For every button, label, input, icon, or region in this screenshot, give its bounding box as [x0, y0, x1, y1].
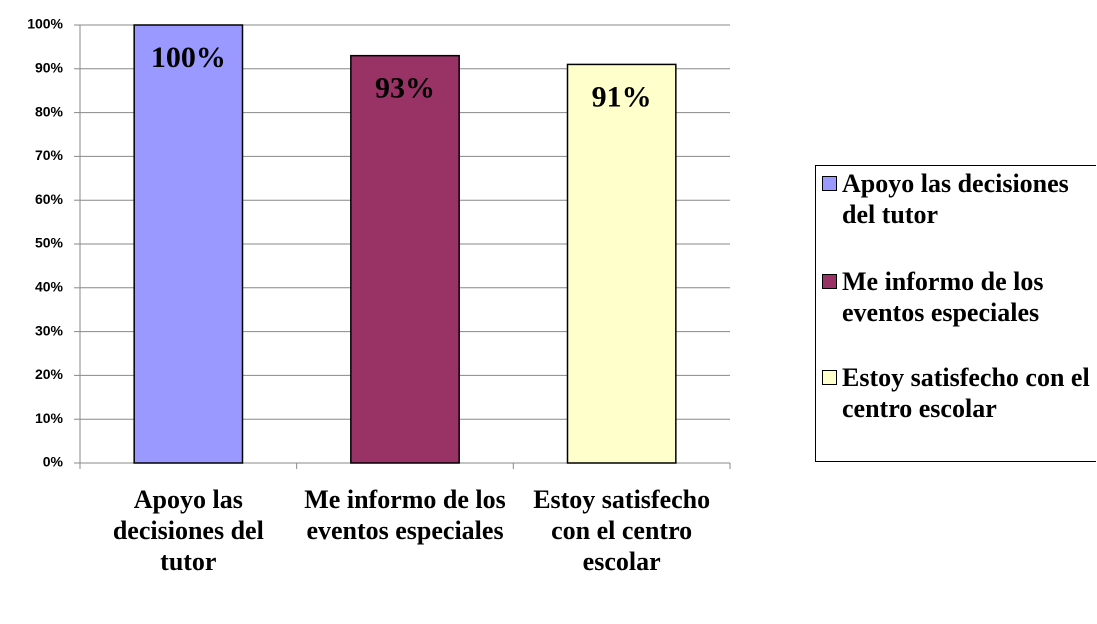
- legend-swatch: [822, 370, 837, 385]
- bar: [133, 24, 244, 464]
- y-tick-label: 80%: [35, 103, 64, 119]
- bar: [350, 54, 460, 464]
- y-tick-label: 60%: [35, 191, 64, 207]
- y-tick-label: 100%: [27, 16, 63, 32]
- bar: [566, 63, 677, 464]
- legend-swatch: [822, 274, 837, 289]
- y-tick-label: 0%: [43, 454, 64, 470]
- value-label: 100%: [151, 41, 226, 74]
- y-tick-label: 50%: [35, 235, 64, 251]
- value-label: 91%: [592, 80, 652, 113]
- value-label: 93%: [375, 72, 435, 105]
- legend-swatch: [822, 176, 837, 191]
- legend-label: Me informo de los eventos especiales: [842, 267, 1044, 327]
- legend-label: Estoy satisfecho con el centro escolar: [842, 363, 1090, 423]
- legend: Apoyo las decisiones del tutor Me informo…: [815, 165, 1096, 462]
- y-tick-label: 20%: [35, 366, 64, 382]
- legend-label: Apoyo las decisiones del tutor: [842, 169, 1069, 229]
- y-tick-label: 40%: [35, 279, 64, 295]
- x-tick-label: Estoy satisfecho con el centro escolar: [533, 485, 711, 576]
- y-tick-label: 90%: [35, 60, 64, 76]
- y-tick-label: 10%: [35, 410, 64, 426]
- y-tick-label: 70%: [35, 147, 64, 163]
- x-tick-label: Me informo de los eventos especiales: [304, 485, 506, 545]
- x-tick-label: Apoyo las decisiones del tutor: [112, 485, 264, 576]
- y-tick-label: 30%: [35, 322, 64, 338]
